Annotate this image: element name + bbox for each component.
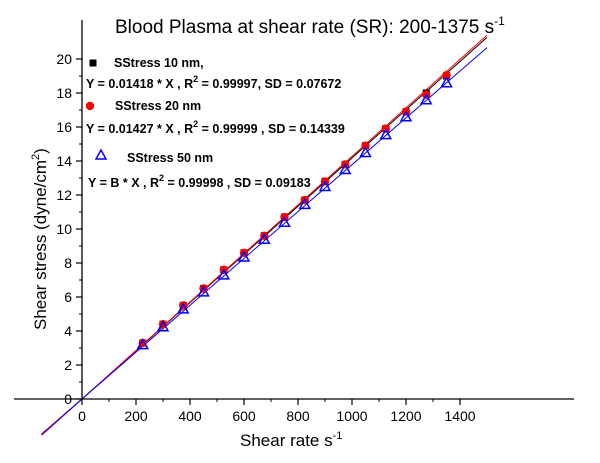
y-tick-label: 2 bbox=[64, 357, 72, 373]
y-tick-label: 8 bbox=[64, 255, 72, 271]
data-point bbox=[442, 70, 451, 80]
legend-fit-equation: Y = 0.01427 * X , R2 = 0.99999 , SD = 0.… bbox=[86, 119, 345, 136]
x-tick-label: 1200 bbox=[390, 408, 421, 424]
axis-ticks: 0 200 400 600 800 1000 1200 1400 0 2 4 6 8 10 12 14 16 18… bbox=[56, 51, 475, 424]
data-point bbox=[338, 162, 352, 175]
chart-title: Blood Plasma at shear rate (SR): 200-137… bbox=[115, 14, 505, 38]
x-tick-label: 1000 bbox=[336, 408, 367, 424]
data-point bbox=[359, 145, 372, 158]
y-tick-label: 14 bbox=[56, 153, 72, 169]
data-point bbox=[138, 338, 147, 348]
legend-fit-equation: Y = 0.01418 * X , R2 = 0.99997, SD = 0.0… bbox=[86, 74, 341, 91]
data-point bbox=[176, 302, 190, 314]
y-tick-label: 10 bbox=[56, 221, 72, 237]
data-point bbox=[278, 215, 291, 227]
x-axis-label: Shear rate s-1 bbox=[240, 430, 342, 450]
data-point bbox=[318, 179, 332, 192]
y-tick-label: 18 bbox=[56, 85, 72, 101]
legend-entry-name: SStress 50 nm bbox=[127, 151, 213, 165]
data-point bbox=[217, 268, 231, 280]
x-tick-label: 800 bbox=[286, 408, 310, 424]
y-tick-label: 12 bbox=[56, 187, 72, 203]
data-point bbox=[298, 197, 312, 210]
data-point bbox=[89, 59, 97, 67]
data-point bbox=[257, 232, 271, 244]
legend: SStress 10 nm, Y = 0.01418 * X , R2 = 0.9… bbox=[85, 56, 345, 190]
legend-fit-equation: Y = B * X , R2 = 0.99998 , SD = 0.09183 bbox=[88, 173, 311, 190]
legend-entry-name: SStress 10 nm, bbox=[114, 56, 204, 70]
x-tick-label: 200 bbox=[124, 408, 148, 424]
data-points bbox=[136, 70, 453, 350]
y-tick-label: 0 bbox=[64, 391, 72, 407]
x-tick-label: 400 bbox=[178, 408, 202, 424]
axes-frame bbox=[14, 20, 574, 400]
data-point bbox=[399, 110, 413, 122]
data-point bbox=[85, 101, 95, 111]
x-tick-label: 0 bbox=[78, 408, 86, 424]
data-point bbox=[197, 285, 210, 297]
data-point bbox=[136, 338, 150, 350]
y-tick-label: 20 bbox=[56, 51, 72, 67]
x-tick-label: 600 bbox=[232, 408, 256, 424]
data-point bbox=[419, 93, 433, 105]
data-point bbox=[94, 148, 108, 160]
data-point bbox=[379, 128, 393, 140]
legend-entry-name: SStress 20 nm bbox=[115, 99, 201, 113]
data-point bbox=[156, 320, 170, 332]
y-tick-label: 4 bbox=[64, 323, 72, 339]
x-tick-label: 1400 bbox=[444, 408, 475, 424]
data-point bbox=[440, 76, 453, 88]
y-tick-label: 6 bbox=[64, 289, 72, 305]
data-point bbox=[237, 250, 251, 262]
y-tick-label: 16 bbox=[56, 119, 72, 135]
data-point bbox=[361, 141, 370, 150]
y-axis-label: Shear stress (dyne/cm2) bbox=[30, 148, 50, 330]
fit-line bbox=[41, 47, 488, 435]
